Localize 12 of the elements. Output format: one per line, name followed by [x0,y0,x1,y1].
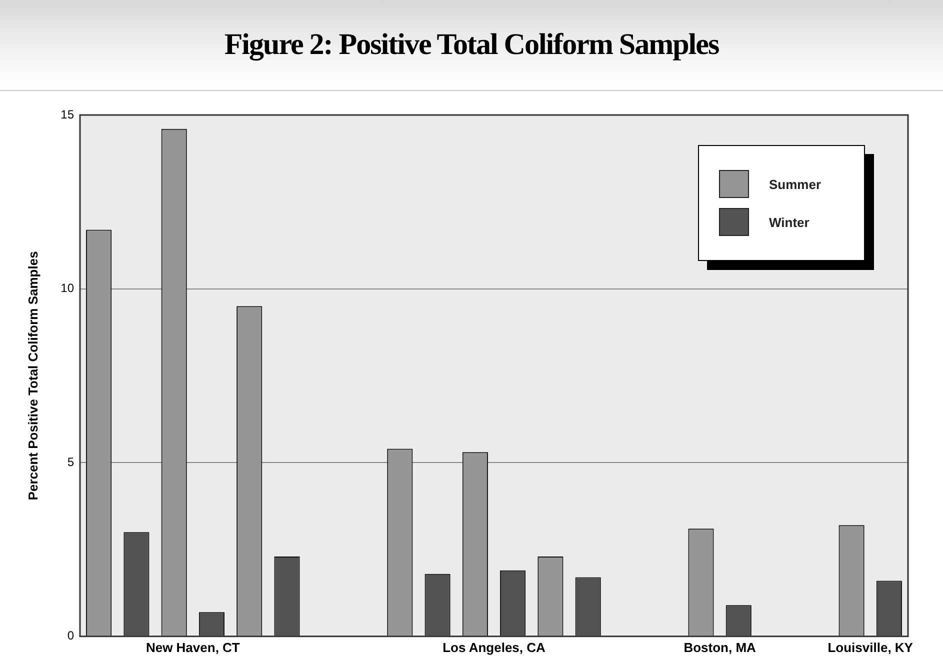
x-tick-label: Los Angeles, CA [442,640,546,655]
y-tick-label: 0 [67,628,74,643]
legend-label: Winter [769,214,810,230]
x-tick-label: New Haven, CT [146,640,240,655]
x-tick-label: Louisville, KY [828,640,914,655]
y-tick-label: 5 [67,454,74,469]
y-axis-title: Percent Positive Total Coliform Samples [25,251,40,500]
y-tick-label: 15 [60,107,74,122]
y-tick-label: 10 [60,281,74,296]
x-tick-label: Boston, MA [684,640,757,655]
chart-title: Figure 2: Positive Total Coliform Samples [0,0,943,91]
legend-label: Summer [769,176,822,192]
